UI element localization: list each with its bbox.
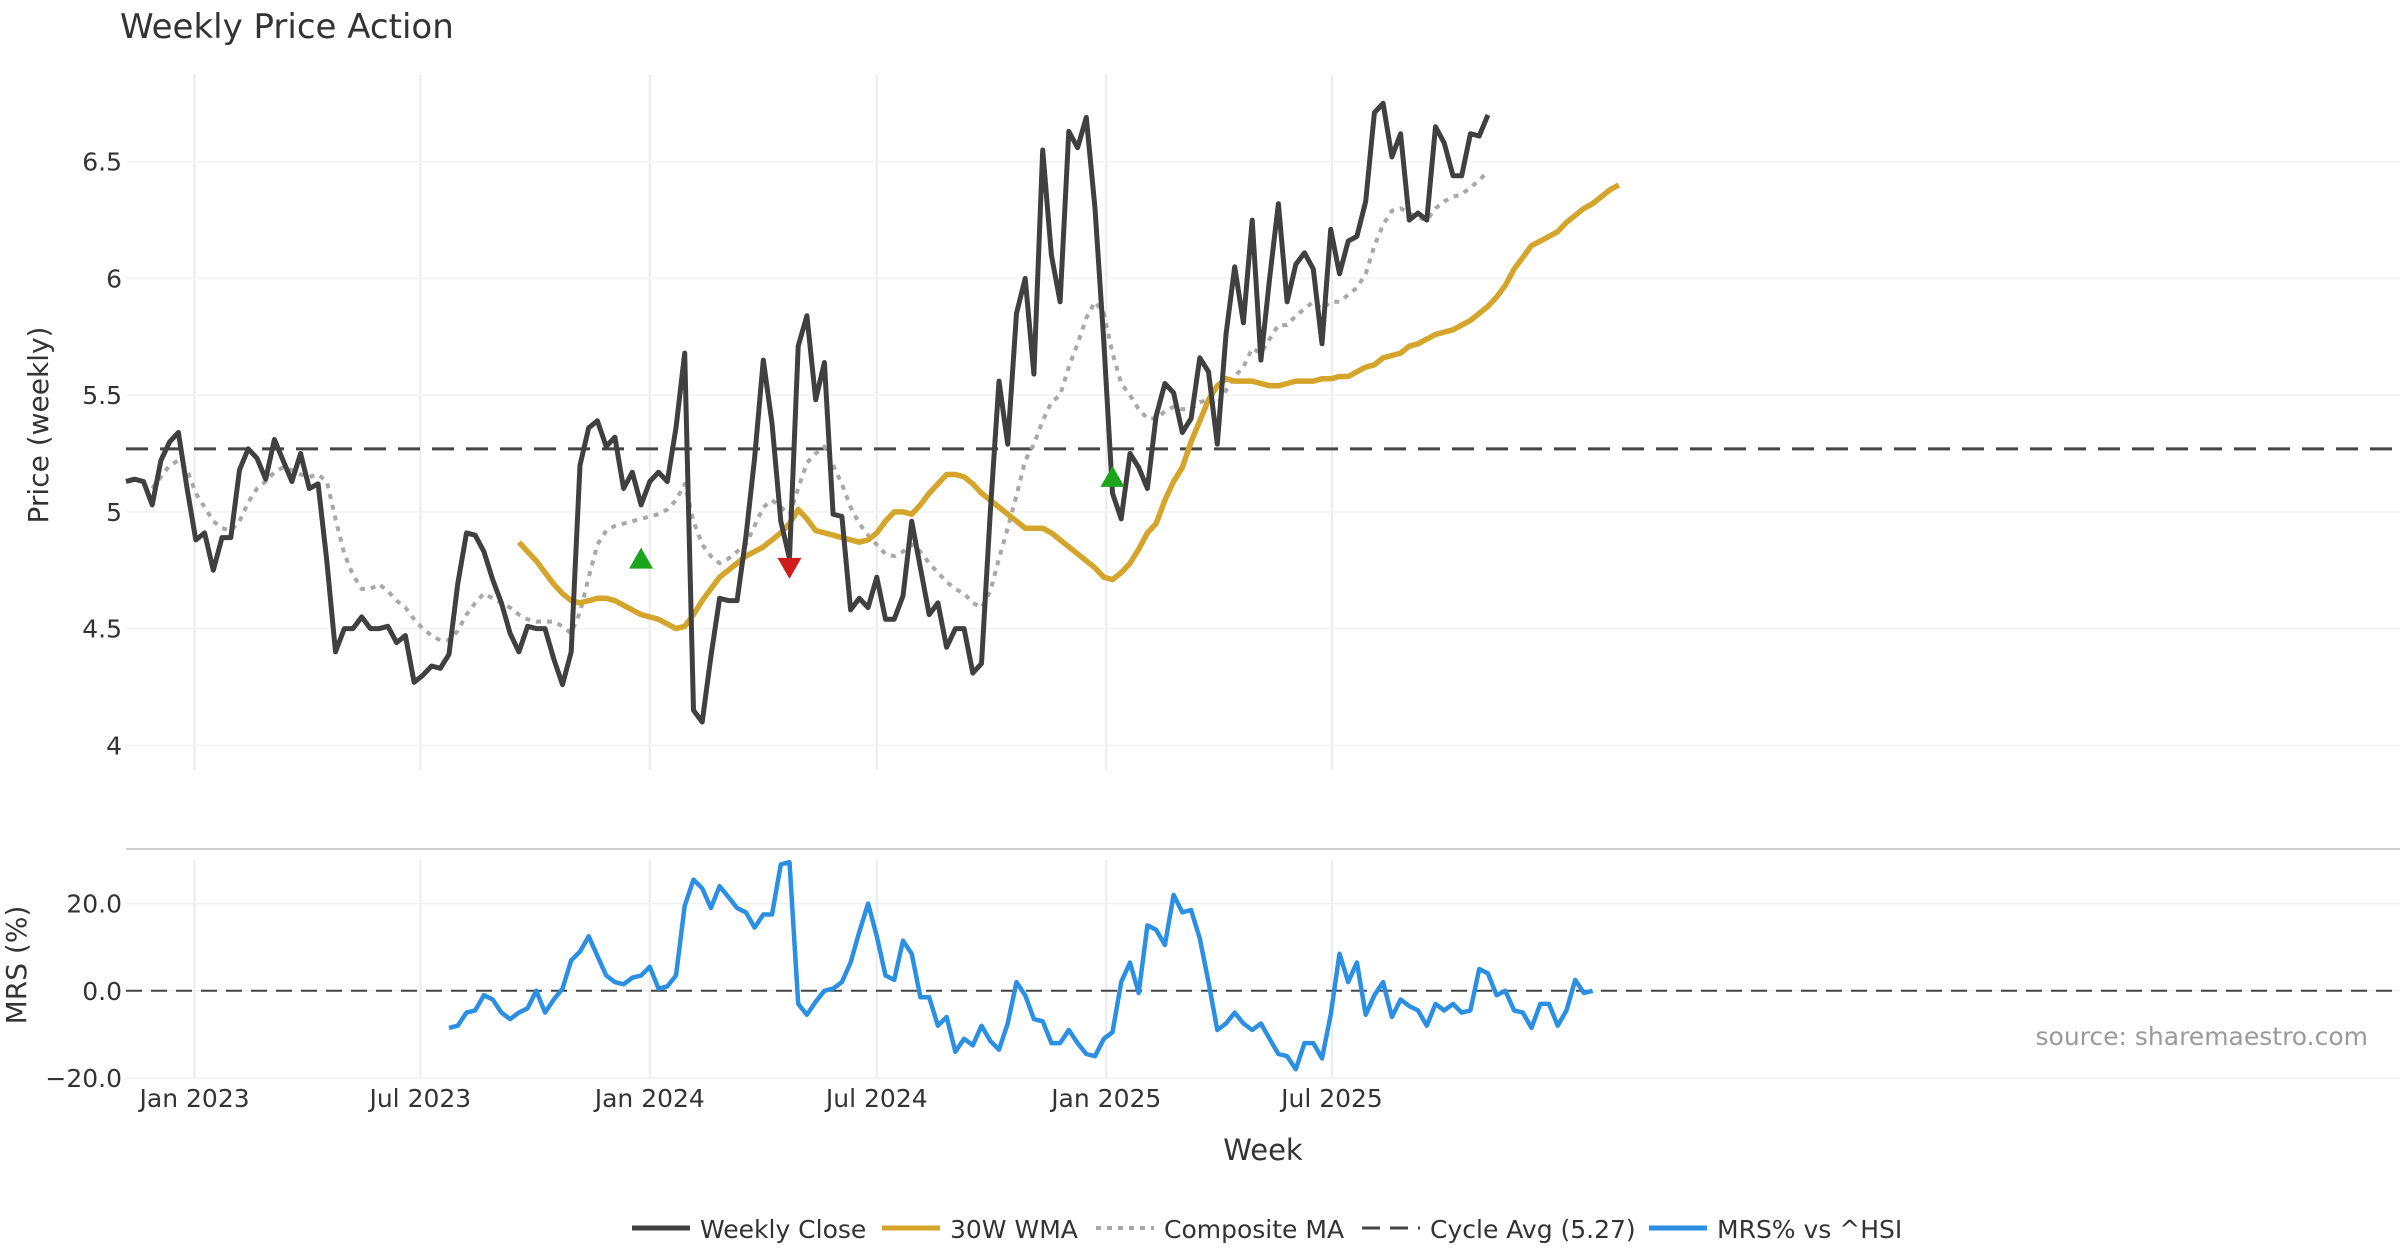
x-axis-ticks: Jan 2023 Jul 2023 Jan 2024 Jul 2024 Jan 2025… [138,1084,1383,1113]
legend-label-mrs: MRS% vs ^HSI [1717,1215,1902,1244]
wma-30w-series [516,182,1621,632]
price-y-tick-label: 5.5 [82,381,122,410]
mrs-y-tick-label: −20.0 [45,1064,122,1093]
x-axis-label: Week [1223,1133,1303,1167]
price-y-tick-label: 6 [106,264,122,293]
price-y-tick-label: 6.5 [82,148,122,177]
buy-signal-marker [1100,465,1125,487]
x-tick-label: Jul 2024 [824,1084,928,1113]
price-y-tick-label: 4 [106,731,122,760]
weekly-close-series [125,100,1491,725]
legend-label-close: Weekly Close [700,1215,866,1244]
buy-signal-marker [629,547,654,569]
mrs-y-label: MRS (%) [0,906,33,1025]
price-y-ticks: 4 4.5 5 5.5 6 6.5 [82,148,122,761]
legend-label-cycle: Cycle Avg (5.27) [1430,1215,1636,1244]
x-tick-label: Jan 2024 [593,1084,705,1113]
sell-signal-marker [777,557,802,579]
legend-label-composite: Composite MA [1164,1215,1344,1244]
legend-label-wma: 30W WMA [950,1215,1078,1244]
x-tick-label: Jan 2023 [138,1084,250,1113]
chart-title: Weekly Price Action [120,7,454,47]
mrs-series [448,859,1594,1072]
price-y-label: Price (weekly) [22,327,55,524]
legend: Weekly Close 30W WMA Composite MA Cycle … [632,1215,1902,1244]
x-tick-label: Jan 2025 [1049,1084,1161,1113]
mrs-y-tick-label: 20.0 [66,890,122,919]
mrs-y-tick-label: 0.0 [82,977,122,1006]
x-tick-label: Jul 2023 [367,1084,471,1113]
source-annotation: source: sharemaestro.com [2036,1022,2369,1051]
x-tick-label: Jul 2025 [1279,1084,1383,1113]
mrs-y-ticks: −20.0 0.0 20.0 [45,890,122,1093]
price-y-tick-label: 4.5 [82,615,122,644]
mrs-grid [126,860,2400,1079]
composite-ma-series [150,169,1490,643]
price-y-tick-label: 5 [106,498,122,527]
signal-markers [629,465,1125,579]
